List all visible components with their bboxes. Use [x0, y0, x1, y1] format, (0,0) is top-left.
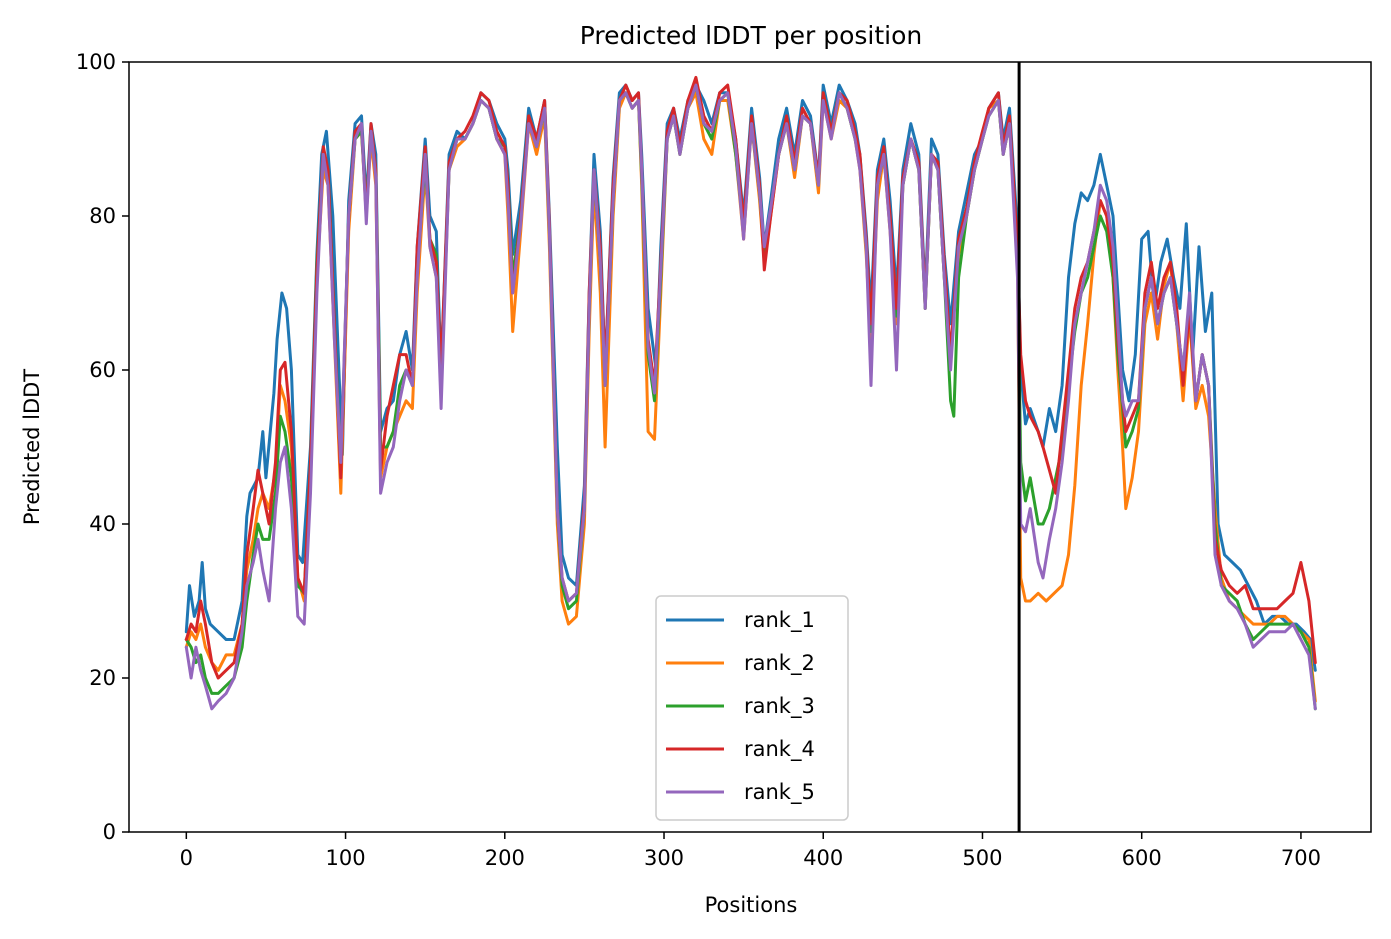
legend-label-rank_5: rank_5: [744, 780, 815, 805]
x-tick-label: 100: [326, 846, 366, 870]
y-tick-label: 100: [76, 50, 116, 74]
y-tick-label: 20: [89, 666, 116, 690]
x-tick-label: 700: [1281, 846, 1321, 870]
y-tick-label: 0: [103, 820, 116, 844]
legend-entries: rank_1 rank_2 rank_3 rank_4 rank_5: [666, 608, 815, 805]
y-axis: 0 20 40 60 80 100: [76, 50, 129, 844]
y-axis-label: Predicted lDDT: [20, 369, 44, 525]
legend: rank_1 rank_2 rank_3 rank_4 rank_5: [655, 595, 849, 821]
chart-title: Predicted lDDT per position: [580, 21, 922, 50]
y-tick-label: 40: [89, 512, 116, 536]
x-tick-label: 0: [180, 846, 193, 870]
x-tick-label: 400: [803, 846, 843, 870]
x-tick-label: 500: [962, 846, 1002, 870]
legend-frame: [655, 595, 849, 821]
y-tick-label: 80: [89, 204, 116, 228]
x-tick-label: 300: [644, 846, 684, 870]
x-tick-label: 600: [1122, 846, 1162, 870]
series-group: [184, 75, 1317, 711]
x-tick-label: 200: [485, 846, 525, 870]
x-axis: 0 100 200 300 400 500 600 700: [180, 832, 1321, 870]
x-axis-label: Positions: [705, 893, 798, 917]
y-tick-label: 60: [89, 358, 116, 382]
legend-label-rank_4: rank_4: [744, 737, 815, 762]
legend-label-rank_3: rank_3: [744, 694, 815, 719]
plot-area: [128, 61, 1372, 833]
plot-frame: [128, 61, 1372, 833]
series-line-rank_5: [184, 83, 1317, 711]
legend-label-rank_1: rank_1: [744, 608, 815, 633]
legend-label-rank_2: rank_2: [744, 651, 815, 676]
